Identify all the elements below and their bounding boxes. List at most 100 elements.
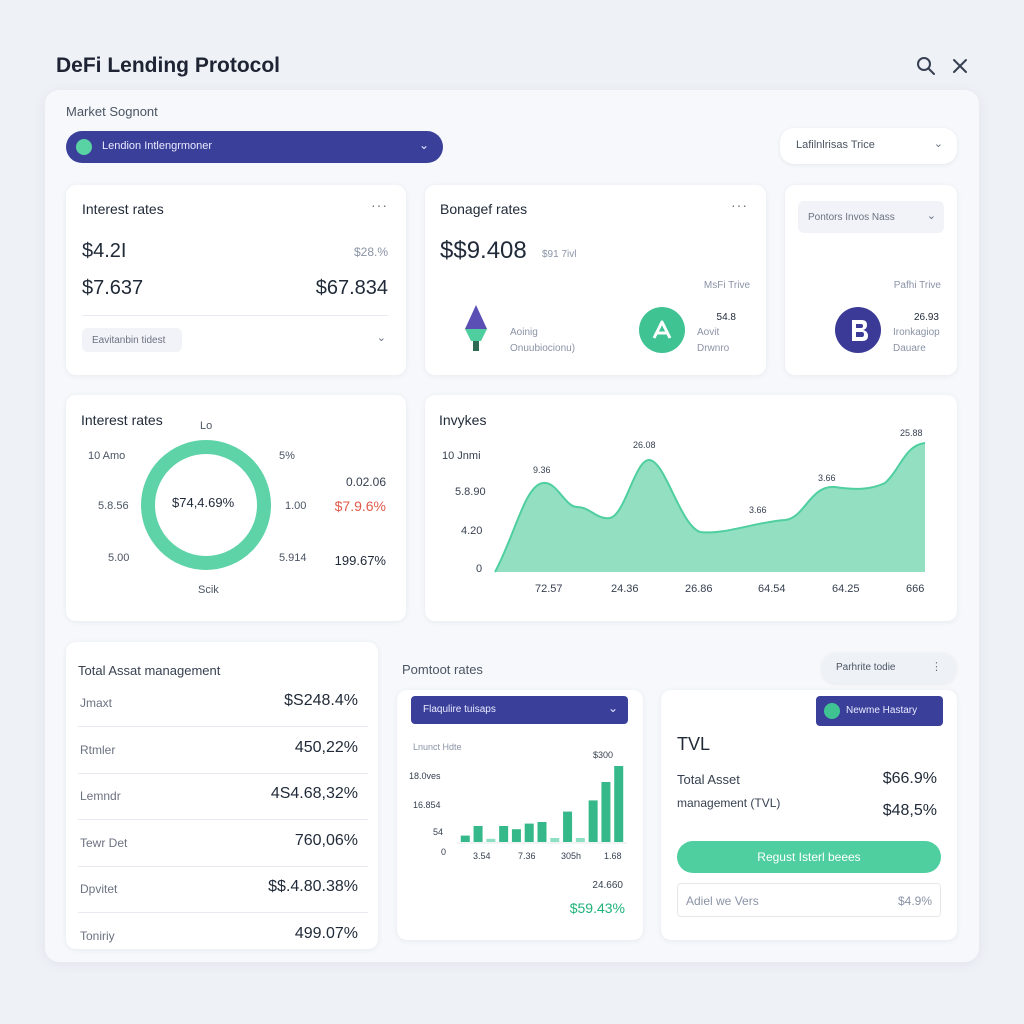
y-tick-3: 4.20 — [461, 525, 483, 537]
divider — [78, 912, 368, 913]
search-icon[interactable] — [915, 55, 937, 77]
rate-value-1: $4.2I — [82, 240, 127, 262]
pool-card: Pontors Invos Nass ⌄ Pafhi Trive 26.93 I… — [785, 185, 957, 375]
table-row: Lemndr 4S4.68,32% — [78, 779, 368, 820]
segment-dropdown-label: Lendion Intlengrmoner — [102, 140, 213, 152]
table-row: Jmaxt $S248.4% — [78, 686, 368, 727]
borrow-value: $$9.408 — [440, 237, 527, 264]
more-icon[interactable]: ··· — [371, 197, 388, 213]
history-icon — [824, 703, 840, 719]
y-tick-1: 10 Jnmi — [442, 450, 481, 462]
segment-icon — [76, 139, 92, 155]
bar — [499, 826, 509, 842]
bar-dropdown-label: Flaqulire tuisaps — [423, 704, 496, 715]
row-label: Toniriy — [80, 928, 115, 943]
donut-bottom-label: Scik — [198, 584, 219, 596]
token-b-icon — [835, 307, 881, 353]
period-select[interactable]: Eavitanbin tidest — [82, 328, 182, 352]
donut-left-label-2: 5.8.56 — [98, 500, 129, 512]
row-label: Rtmler — [80, 742, 116, 757]
row-label: Dpvitet — [80, 882, 118, 896]
more-vertical-icon: ⋮ — [931, 661, 942, 673]
pool-filter-pill[interactable]: Parhrite todie ⋮ — [822, 653, 956, 683]
segment-dropdown[interactable]: Lendion Intlengrmoner ⌄ — [66, 131, 443, 163]
bar-x-tick-1: 3.54 — [473, 851, 491, 861]
bar — [537, 822, 547, 842]
asset1-line2: Onuubiocionu) — [510, 343, 576, 354]
x-tick-5: 64.25 — [832, 583, 860, 595]
sub-label: Pafhi Trive — [893, 280, 941, 291]
row-value: 499.07% — [294, 924, 358, 942]
row-value: 4S4.68,32% — [270, 785, 358, 802]
bar-x-tick-4: 1.68 — [604, 851, 622, 861]
row-label: Tewr Det — [80, 835, 128, 850]
pool-value: 26.93 — [913, 312, 939, 323]
card-title: Bonagef rates — [440, 201, 528, 217]
chevron-down-icon: ⌄ — [418, 138, 429, 152]
borrow-rates-card: Bonagef rates ··· $$9.408 $91 7ivl MsFi … — [425, 185, 766, 375]
amount-input[interactable]: Adiel we Vers $4.9% — [677, 883, 941, 917]
asset1-line1: Aoinig — [510, 327, 538, 338]
pool-select-label: Pontors Invos Nass — [808, 212, 895, 223]
row-label: Lemndr — [80, 789, 121, 803]
bar-x-tick-2: 7.36 — [518, 851, 536, 861]
tvl-title: TVL — [677, 734, 711, 754]
bar — [575, 838, 585, 842]
amount-input-label: Adiel we Vers — [686, 894, 759, 908]
sub-label: MsFi Trive — [703, 280, 750, 291]
bar — [473, 826, 483, 842]
donut-left-label-1: 10 Amo — [88, 450, 126, 462]
card-title: Interest rates — [81, 412, 163, 428]
borrow-value-sub: $91 7ivl — [542, 249, 577, 260]
donut-right-label-1: 5% — [279, 450, 295, 462]
divider — [82, 315, 388, 316]
bar-chart — [457, 766, 627, 844]
tvl-row1-value: $66.9% — [882, 770, 937, 787]
bar-y-tick-2: 16.854 — [413, 800, 441, 810]
filter-dropdown[interactable]: Lafilnlrisas Trice ⌄ — [780, 128, 957, 164]
table-row: Tewr Det 760,06% — [78, 826, 368, 867]
area-chart — [494, 442, 926, 573]
annotation-1: 9.36 — [533, 465, 551, 475]
bar — [614, 766, 624, 842]
pool-line2: Dauare — [893, 343, 926, 354]
donut-stat-1: 0.02.06 — [345, 475, 386, 489]
x-tick-2: 24.36 — [611, 583, 639, 595]
bar-stat-pct: $59.43% — [569, 900, 625, 916]
donut-right-label-3: 5.914 — [279, 552, 307, 564]
rate-value-2: $7.637 — [82, 277, 144, 299]
row-value: $$.4.80.38% — [268, 878, 358, 895]
bar-dropdown[interactable]: Flaqulire tuisaps ⌄ — [411, 696, 628, 724]
chevron-down-icon: ⌄ — [607, 701, 618, 715]
more-icon[interactable]: ··· — [731, 197, 748, 213]
history-pill[interactable]: Newme Hastary — [816, 696, 943, 726]
rocket-icon — [465, 305, 487, 351]
card-title: Interest rates — [82, 201, 164, 217]
pool-filter-label: Parhrite todie — [836, 662, 896, 673]
donut-top-label: Lo — [200, 420, 213, 432]
bar — [601, 782, 611, 842]
card-title: Total Assat management — [78, 663, 221, 678]
segment-label: Market Sognont — [66, 104, 158, 119]
chevron-down-icon[interactable]: ⌄ — [376, 332, 386, 344]
tvl-row1-label: Total Asset — [677, 772, 740, 787]
divider — [78, 819, 368, 820]
pool-select[interactable]: Pontors Invos Nass ⌄ — [798, 201, 944, 233]
chevron-down-icon: ⌄ — [926, 210, 936, 222]
row-value: $S248.4% — [284, 692, 358, 709]
close-icon[interactable] — [949, 55, 971, 77]
bar — [511, 829, 521, 842]
card-title: Invykes — [439, 412, 487, 428]
period-select-label: Eavitanbin tidest — [92, 335, 166, 346]
divider — [78, 772, 368, 774]
request-button[interactable]: Regust Isterl beees — [677, 841, 941, 873]
table-row: Toniriy 499.07% — [78, 919, 368, 953]
bar — [486, 838, 496, 842]
donut-left-label-3: 5.00 — [108, 552, 130, 564]
annotation-3: 3.66 — [749, 505, 767, 515]
donut-stat-3: 199.67% — [334, 553, 386, 568]
x-tick-1: 72.57 — [535, 583, 563, 595]
bar-y-tick-4: 0 — [441, 847, 447, 857]
asset2-line2: Drwnro — [697, 343, 730, 354]
interest-rates-card: Interest rates ··· $4.2I $28.% $7.637 $6… — [66, 185, 406, 375]
